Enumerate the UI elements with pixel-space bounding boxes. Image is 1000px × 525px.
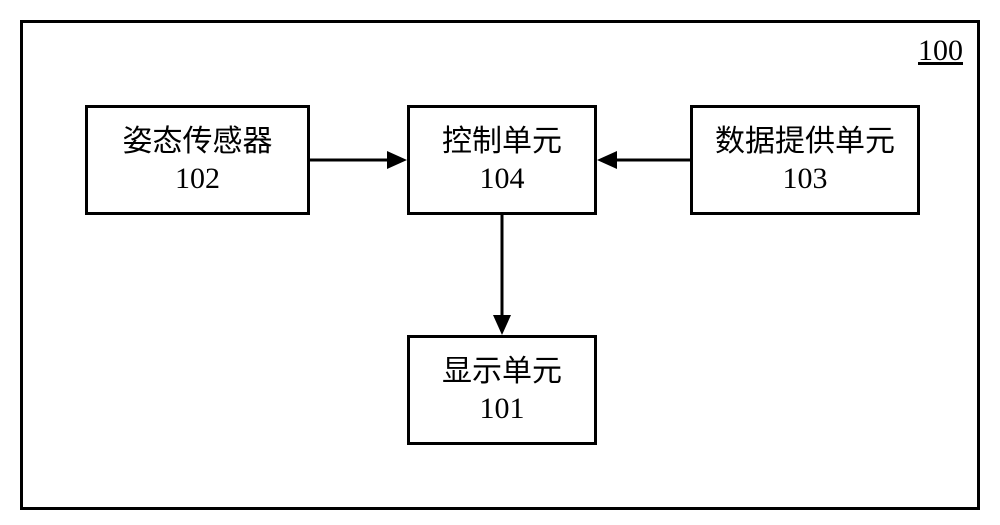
arrowhead-icon xyxy=(493,315,511,335)
diagram-canvas: 100 姿态传感器 102 控制单元 104 数据提供单元 103 显示单元 1… xyxy=(0,0,1000,525)
arrowhead-icon xyxy=(387,151,407,169)
edges-layer xyxy=(0,0,1000,525)
arrowhead-icon xyxy=(597,151,617,169)
